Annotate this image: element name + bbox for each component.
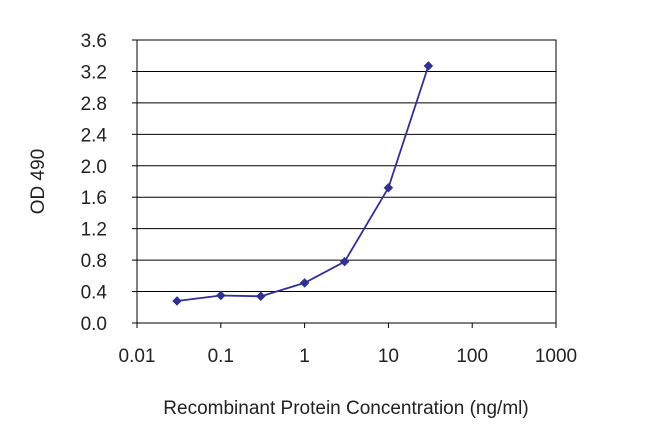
x-tick-label: 1: [299, 346, 310, 367]
data-point-2: [255, 291, 266, 302]
grid-lines: [137, 70, 556, 293]
x-tick-label: 10: [378, 346, 399, 367]
y-tick-label: 0.4: [81, 283, 108, 304]
x-tick-label: 0.1: [208, 346, 234, 367]
y-tick-label: 1.6: [81, 188, 107, 209]
data-point-4: [339, 256, 350, 267]
data-point-5: [383, 182, 394, 193]
data-point-6: [423, 61, 434, 71]
y-tick-label: 1.2: [81, 220, 107, 241]
x-tick-label: 1000: [535, 346, 577, 367]
data-point-3: [299, 278, 310, 288]
plot-area: [136, 39, 557, 324]
x-tick-label: 0.01: [119, 346, 156, 367]
data-point-1: [215, 290, 226, 301]
series-layer: [172, 61, 434, 306]
x-axis-ticks: 0.01 0.1 1 10 100 1000: [119, 323, 577, 367]
y-tick-label: 2.4: [81, 125, 108, 146]
y-axis-ticks: 0.0 0.4 0.8 1.2 1.6 2.0 2.4 2.8 3.2 3.6: [81, 31, 137, 335]
y-tick-label: 3.6: [81, 31, 107, 52]
data-point-0: [172, 296, 182, 306]
y-axis-title: OD 490: [28, 149, 49, 214]
y-tick-label: 2.8: [81, 94, 107, 115]
x-tick-label: 100: [456, 346, 488, 367]
y-tick-label: 2.0: [81, 157, 107, 178]
y-tick-label: 3.2: [81, 62, 107, 83]
x-axis-title: Recombinant Protein Concentration (ng/ml…: [163, 398, 528, 419]
y-tick-label: 0.8: [81, 251, 107, 272]
y-tick-label: 0.0: [81, 314, 107, 335]
